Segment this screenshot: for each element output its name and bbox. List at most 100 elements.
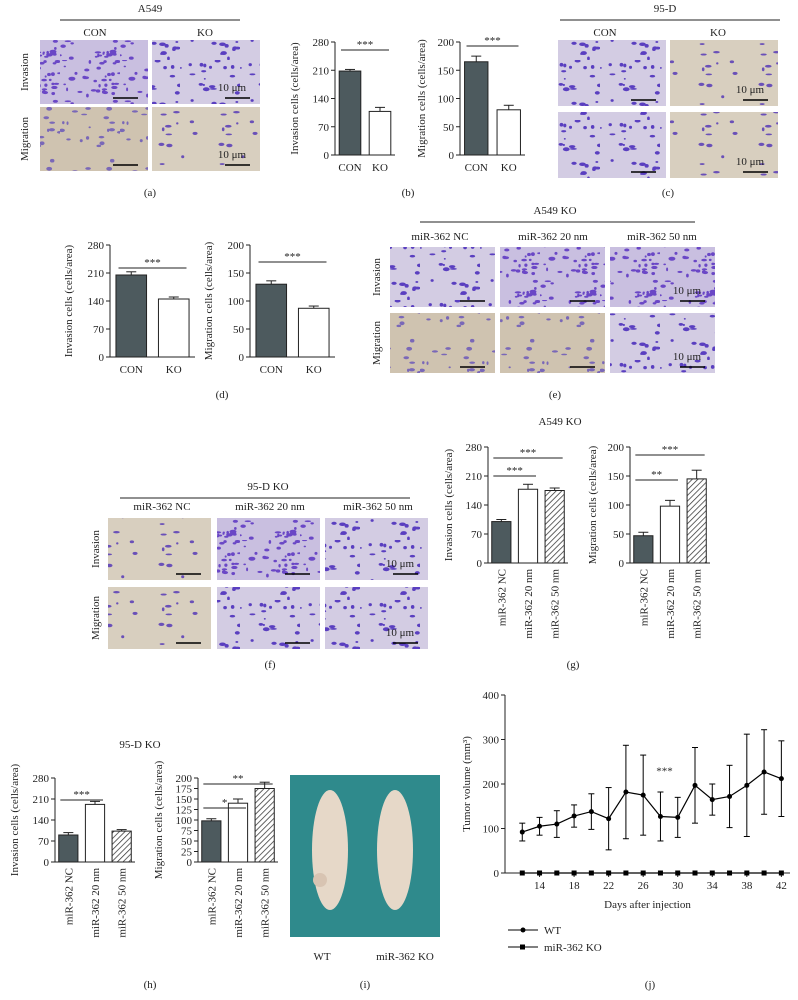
y-tick-label: 0	[239, 352, 245, 364]
y-axis-label: Invasion cells (cells/area)	[443, 448, 455, 561]
y-tick-label: 150	[176, 794, 193, 806]
marker	[657, 870, 663, 876]
x-tick-label: 34	[707, 880, 719, 892]
y-tick-label: 75	[181, 826, 193, 838]
error-bar	[116, 829, 127, 832]
panel-label: (e)	[549, 389, 562, 401]
micrograph	[40, 107, 148, 171]
marker	[778, 776, 784, 782]
column-label: miR-362 20 nm	[235, 501, 305, 513]
micrograph	[325, 518, 428, 580]
marker	[709, 870, 715, 876]
error-bar	[259, 781, 270, 789]
micrograph	[500, 313, 605, 373]
error-bar	[496, 519, 507, 522]
error-bar	[549, 487, 560, 491]
marker	[727, 793, 733, 799]
significance-label: ***	[662, 444, 679, 456]
micrograph	[108, 518, 211, 580]
y-tick-label: 280	[33, 773, 50, 785]
group-header: A549 KO	[533, 205, 576, 217]
panel-label: (a)	[144, 187, 157, 199]
bar	[115, 274, 148, 358]
significance-label: ***	[506, 465, 523, 477]
y-tick-label: 150	[438, 65, 455, 77]
column-label: miR-362 50 nm	[627, 231, 697, 243]
marker	[571, 870, 577, 876]
legend-marker	[520, 927, 526, 933]
y-tick-label: 150	[608, 471, 625, 483]
x-tick-label: miR-362 20 nm	[665, 569, 677, 639]
row-label: Invasion	[19, 53, 31, 91]
x-tick-label: 22	[603, 880, 614, 892]
group-header: 95-D	[654, 3, 677, 15]
error-bar	[665, 499, 675, 507]
scale-label: 10 μm	[673, 351, 702, 363]
panel-label: (d)	[216, 389, 229, 401]
row-label: Migration	[90, 596, 102, 640]
x-tick-label: CON	[338, 162, 361, 174]
micrograph	[558, 40, 666, 106]
y-tick-label: 0	[99, 352, 105, 364]
bar	[111, 830, 132, 863]
bar	[338, 70, 362, 156]
y-tick-label: 200	[483, 779, 500, 791]
y-tick-label: 50	[443, 122, 455, 134]
bar	[633, 535, 654, 564]
scale-label: 10 μm	[218, 149, 247, 161]
marker	[606, 870, 612, 876]
scale-label: 10 μm	[218, 82, 247, 94]
micrograph	[610, 313, 715, 373]
x-tick-label: 26	[638, 880, 650, 892]
panel-label: (g)	[567, 659, 580, 671]
y-tick-label: 140	[313, 94, 330, 106]
bar	[544, 490, 565, 564]
y-axis-label: Migration cells (cells/area)	[416, 39, 428, 158]
error-bar	[206, 818, 217, 821]
legend-label: WT	[544, 925, 561, 937]
x-tick-label: KO	[166, 364, 182, 376]
y-tick-label: 50	[233, 324, 245, 336]
marker	[519, 870, 525, 876]
y-tick-label: 0	[44, 857, 50, 869]
bar	[368, 110, 392, 156]
significance-label: ***	[656, 765, 673, 777]
y-tick-label: 70	[38, 836, 50, 848]
error-bar	[375, 106, 385, 112]
y-tick-label: 100	[228, 296, 245, 308]
marker	[761, 870, 767, 876]
y-tick-label: 210	[466, 471, 483, 483]
y-axis-label: Invasion cells (cells/area)	[289, 42, 301, 155]
x-tick-label: 14	[534, 880, 546, 892]
x-tick-label: KO	[501, 162, 517, 174]
y-axis-label: Migration cells (cells/area)	[153, 760, 165, 879]
y-tick-label: 140	[33, 815, 50, 827]
photo-label: miR-362 KO	[376, 951, 434, 963]
panel-label: (j)	[645, 979, 656, 991]
significance-label: ***	[484, 35, 501, 47]
x-tick-label: KO	[372, 162, 388, 174]
x-tick-label: CON	[120, 364, 143, 376]
y-tick-label: 70	[93, 324, 105, 336]
y-tick-label: 210	[33, 794, 50, 806]
significance-label: ***	[284, 251, 301, 263]
error-bar	[266, 280, 277, 285]
panel-label: (i)	[360, 979, 371, 991]
y-tick-label: 100	[176, 815, 193, 827]
photo-label: WT	[313, 951, 330, 963]
scale-label: 10 μm	[386, 627, 415, 639]
y-tick-label: 125	[176, 805, 193, 817]
marker	[606, 816, 612, 822]
micrograph	[40, 40, 148, 104]
y-tick-label: 175	[176, 784, 193, 796]
y-tick-label: 25	[181, 847, 193, 859]
column-label: KO	[197, 27, 213, 39]
micrograph	[152, 107, 260, 171]
micrograph	[152, 40, 260, 104]
y-tick-label: 200	[438, 37, 455, 49]
micrograph	[500, 247, 605, 307]
marker	[537, 823, 543, 829]
micrograph	[670, 112, 778, 178]
